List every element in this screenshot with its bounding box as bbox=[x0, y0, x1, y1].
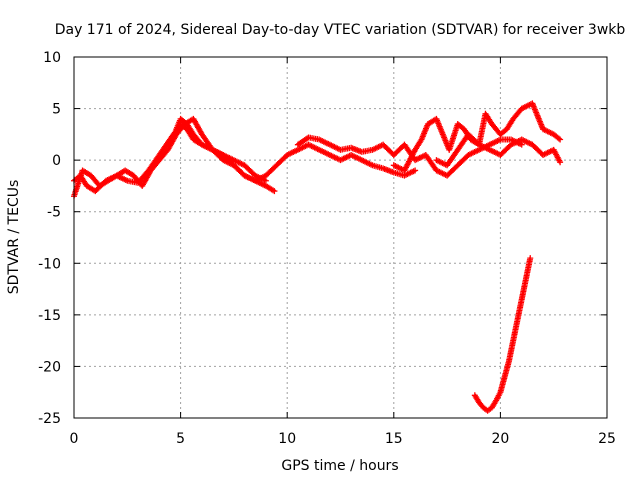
y-tick-label: -20 bbox=[38, 359, 61, 375]
y-tick-label: 5 bbox=[52, 102, 61, 118]
data-point bbox=[557, 159, 564, 166]
y-tick-labels: -25 -20 -15 -10 -5 0 5 10 bbox=[38, 50, 61, 427]
x-tick-label: 25 bbox=[598, 431, 616, 447]
x-tick-labels: 0 5 10 15 20 25 bbox=[70, 431, 616, 447]
data-point bbox=[262, 177, 269, 184]
y-tick-label: 0 bbox=[52, 153, 61, 169]
series-trace-3 bbox=[173, 115, 419, 184]
x-tick-label: 0 bbox=[70, 431, 79, 447]
data-point bbox=[271, 188, 278, 195]
x-tick-label: 15 bbox=[385, 431, 403, 447]
plot-frame bbox=[73, 56, 608, 419]
data-point bbox=[555, 135, 562, 142]
x-tick-label: 5 bbox=[176, 431, 185, 447]
series-trace-4 bbox=[294, 134, 525, 179]
y-axis-label: SDTVAR / TECUs bbox=[6, 180, 22, 295]
data-points bbox=[71, 100, 564, 414]
x-tick-label: 20 bbox=[491, 431, 509, 447]
series-trace-6 bbox=[433, 131, 564, 169]
x-axis-label: GPS time / hours bbox=[281, 458, 398, 474]
data-point bbox=[412, 167, 419, 174]
x-tick-label: 10 bbox=[278, 431, 296, 447]
y-tick-label: -25 bbox=[38, 411, 61, 427]
series-trace-2 bbox=[71, 115, 269, 200]
y-tick-label: 10 bbox=[43, 50, 61, 66]
data-point bbox=[557, 136, 564, 143]
y-tick-label: -10 bbox=[38, 256, 61, 272]
series-trace-7 bbox=[471, 255, 534, 414]
data-point bbox=[518, 141, 525, 148]
y-tick-label: -15 bbox=[38, 308, 61, 324]
y-tick-label: -5 bbox=[47, 205, 61, 221]
chart-title: Day 171 of 2024, Sidereal Day-to-day VTE… bbox=[55, 22, 626, 38]
data-point bbox=[527, 255, 534, 262]
